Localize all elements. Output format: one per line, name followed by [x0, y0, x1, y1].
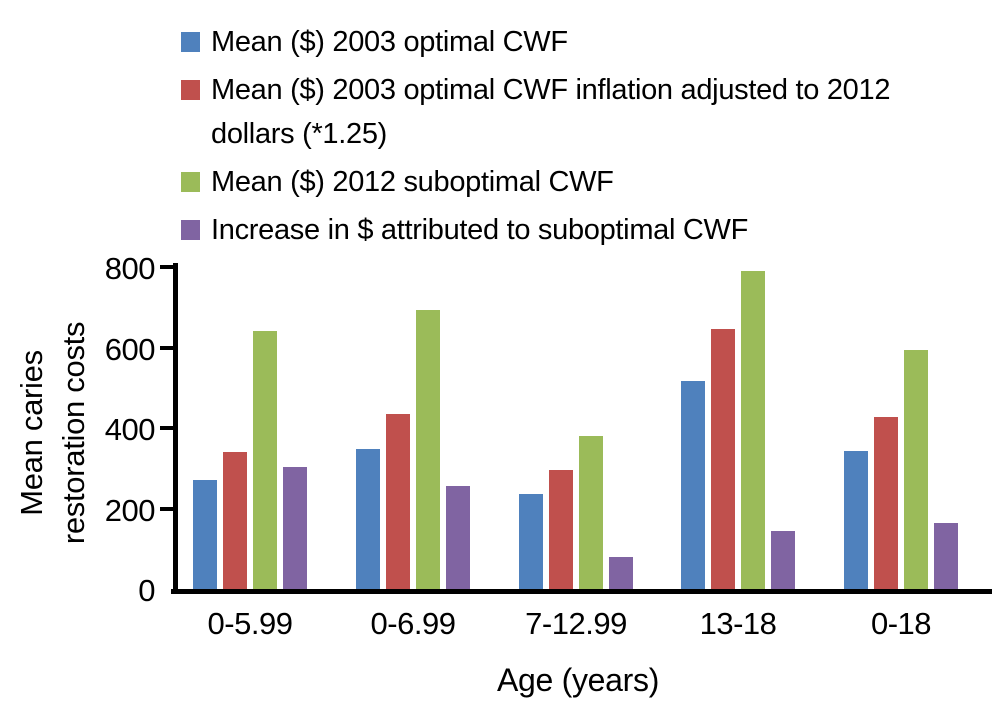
legend-swatch-icon: [181, 220, 200, 240]
x-axis-tick-label: 0-18: [870, 606, 932, 641]
legend-swatch-icon: [181, 32, 200, 52]
y-axis-tick-label: 800: [104, 251, 156, 286]
bar-0-18-series-2: [874, 416, 898, 589]
legend-item-2: Mean ($) 2003 optimal CWF inflation adju…: [181, 68, 890, 156]
bar-0-5.99-series-3: [253, 330, 277, 589]
legend-swatch-icon: [181, 172, 200, 192]
x-axis-tick-label: 0-6.99: [370, 606, 456, 641]
y-axis-line: [173, 263, 178, 594]
bar-13-18-series-4: [771, 530, 795, 589]
bar-7-12.99-series-3: [579, 436, 603, 589]
bar-7-12.99-series-1: [519, 493, 543, 589]
y-axis-tick-mark: [160, 426, 173, 430]
bar-0-6.99-series-2: [386, 413, 410, 589]
chart-legend: Mean ($) 2003 optimal CWF Mean ($) 2003 o…: [181, 20, 890, 256]
y-axis-tick-mark: [160, 506, 173, 511]
x-axis-line: [171, 589, 992, 594]
bar-13-18-series-2: [711, 328, 735, 589]
legend-item-4: Increase in $ attributed to suboptimal C…: [181, 208, 890, 252]
bar-7-12.99-series-4: [609, 556, 633, 589]
bar-0-6.99-series-1: [356, 448, 380, 589]
bar-13-18-series-3: [741, 270, 765, 589]
x-axis-tick-label: 7-12.99: [525, 606, 627, 641]
legend-swatch-icon: [181, 80, 200, 100]
legend-item-1: Mean ($) 2003 optimal CWF: [181, 20, 890, 64]
bar-13-18-series-1: [681, 380, 705, 589]
legend-item-3: Mean ($) 2012 suboptimal CWF: [181, 160, 890, 204]
bar-0-6.99-series-3: [416, 310, 440, 589]
bar-0-6.99-series-4: [446, 486, 470, 589]
bar-0-18-series-3: [904, 350, 928, 589]
x-axis-title: Age (years): [496, 662, 660, 698]
y-axis-tick-mark: [160, 345, 173, 350]
y-axis-tick-label: 600: [104, 331, 156, 367]
bar-7-12.99-series-2: [549, 469, 573, 589]
bar-0-18-series-1: [844, 451, 868, 589]
x-axis-tick-label: 0-5.99: [207, 606, 293, 641]
legend-label: Increase in $ attributed to suboptimal C…: [211, 214, 749, 246]
legend-label: Mean ($) 2003 optimal CWF inflation adju…: [211, 74, 891, 150]
y-axis-tick-label: 400: [104, 412, 156, 447]
bar-0-5.99-series-2: [223, 452, 247, 589]
x-axis-tick-label: 13-18: [699, 606, 777, 641]
y-axis-tick-label: 0: [138, 573, 155, 608]
legend-label: Mean ($) 2012 suboptimal CWF: [211, 166, 614, 198]
bar-0-18-series-4: [934, 523, 958, 589]
y-axis-tick-label: 200: [104, 492, 156, 528]
bar-0-5.99-series-4: [283, 467, 307, 589]
legend-label: Mean ($) 2003 optimal CWF: [211, 26, 568, 58]
y-axis-tick-mark: [160, 265, 173, 269]
y-axis-title: Mean caries restoration costs: [14, 321, 91, 545]
bar-0-5.99-series-1: [193, 479, 217, 589]
